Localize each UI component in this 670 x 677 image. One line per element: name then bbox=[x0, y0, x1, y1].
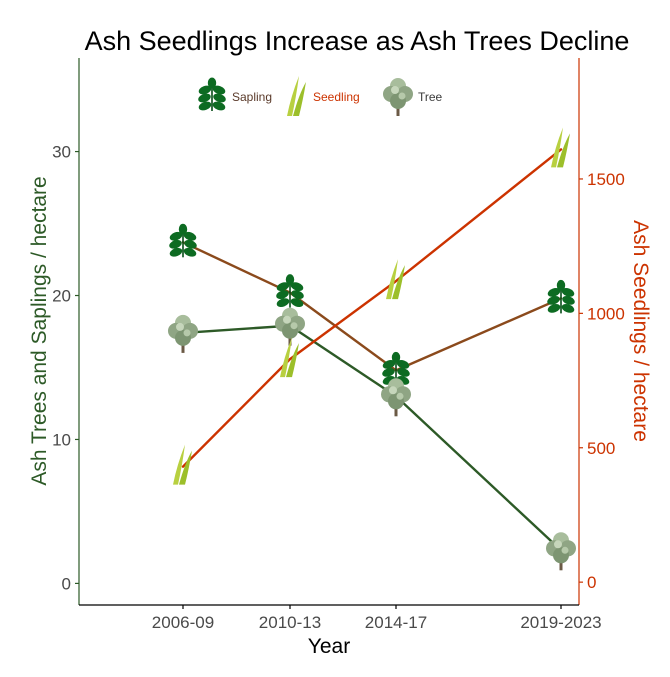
right-axis-title: Ash Seedlings / hectare bbox=[629, 220, 652, 442]
right-tick-label: 500 bbox=[587, 439, 615, 458]
right-tick-label: 1500 bbox=[587, 170, 625, 189]
seedling-point-seedling-blade-icon bbox=[551, 127, 570, 168]
tree-point-tree-icon bbox=[168, 314, 198, 353]
left-axis-title: Ash Trees and Saplings / hectare bbox=[28, 176, 51, 485]
left-tick-label: 20 bbox=[52, 287, 71, 306]
left-tick-label: 0 bbox=[62, 574, 71, 593]
left-tick-label: 10 bbox=[52, 430, 71, 449]
series-lines bbox=[181, 148, 563, 552]
chart-title: Ash Seedlings Increase as Ash Trees Decl… bbox=[85, 26, 630, 56]
legend-seedling-icon bbox=[287, 76, 306, 116]
series-markers bbox=[167, 127, 577, 571]
sapling-point-sapling-leaf-icon bbox=[167, 223, 199, 260]
x-tick-label: 2010-13 bbox=[259, 613, 321, 632]
seedling-series-line bbox=[181, 148, 563, 468]
x-axis-title: Year bbox=[308, 635, 350, 658]
x-axis-ticks: 2006-09 2010-13 2014-17 2019-2023 bbox=[152, 605, 602, 632]
sapling-point-sapling-leaf-icon bbox=[274, 273, 306, 310]
left-axis-ticks: 0 10 20 30 bbox=[52, 143, 79, 593]
right-axis-ticks: 0 500 1000 1500 bbox=[579, 170, 625, 592]
tree-point-tree-icon bbox=[275, 307, 305, 346]
tree-point-tree-icon bbox=[546, 532, 576, 571]
seedling-point-seedling-blade-icon bbox=[173, 444, 192, 485]
legend-sapling-icon bbox=[196, 76, 228, 113]
left-tick-label: 30 bbox=[52, 143, 71, 162]
x-tick-label: 2006-09 bbox=[152, 613, 214, 632]
legend: Sapling Seedling Tree bbox=[196, 76, 443, 116]
legend-tree-label: Tree bbox=[418, 90, 443, 104]
legend-seedling-label: Seedling bbox=[313, 90, 360, 104]
x-tick-label: 2019-2023 bbox=[520, 613, 601, 632]
sapling-point-sapling-leaf-icon bbox=[545, 279, 577, 316]
legend-sapling-label: Sapling bbox=[232, 90, 272, 104]
sapling-series-line bbox=[181, 241, 563, 372]
seedling-point-seedling-blade-icon bbox=[386, 259, 405, 300]
legend-tree-icon bbox=[383, 78, 413, 116]
right-tick-label: 0 bbox=[587, 573, 596, 592]
x-tick-label: 2014-17 bbox=[365, 613, 427, 632]
tree-series-line bbox=[181, 324, 563, 552]
right-tick-label: 1000 bbox=[587, 304, 625, 323]
